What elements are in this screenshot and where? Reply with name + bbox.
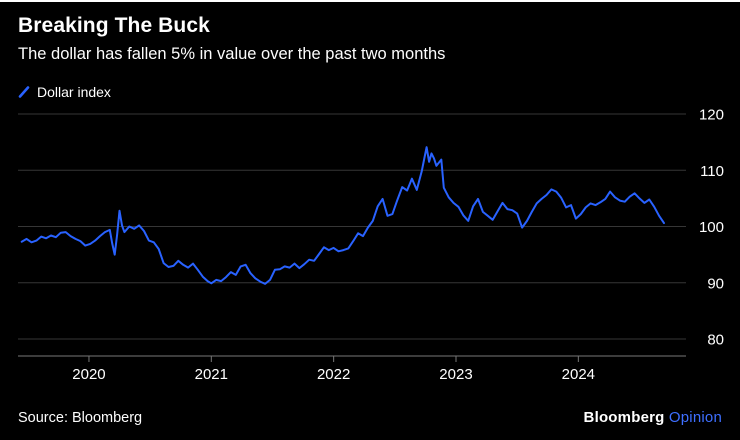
top-rule — [0, 0, 740, 2]
chart-header: Breaking The Buck The dollar has fallen … — [18, 14, 445, 64]
y-axis-label: 100 — [699, 219, 724, 236]
y-axis-label: 90 — [707, 275, 724, 292]
chart-subtitle: The dollar has fallen 5% in value over t… — [18, 45, 446, 63]
chart-legend: Dollar index — [18, 84, 111, 100]
x-axis-label: 2021 — [195, 366, 228, 383]
slash-line-icon — [18, 86, 30, 98]
y-axis-label: 110 — [700, 163, 724, 180]
legend-label: Dollar index — [37, 84, 111, 100]
x-axis-label: 2023 — [439, 366, 472, 383]
chart-title: Breaking The Buck — [18, 14, 210, 37]
dollar-index-line — [20, 146, 665, 285]
y-axis-label: 80 — [707, 332, 724, 349]
source-note: Source: Bloomberg — [18, 410, 143, 426]
brand-suffix: Opinion — [668, 409, 722, 426]
y-axis-label: 120 — [699, 107, 724, 124]
brand-name: Bloomberg — [583, 409, 665, 426]
x-axis-label: 2024 — [562, 366, 595, 383]
brand-logo: Bloomberg Opinion — [584, 409, 722, 426]
x-axis-label: 2022 — [317, 366, 350, 383]
x-axis-label: 2020 — [72, 366, 105, 383]
